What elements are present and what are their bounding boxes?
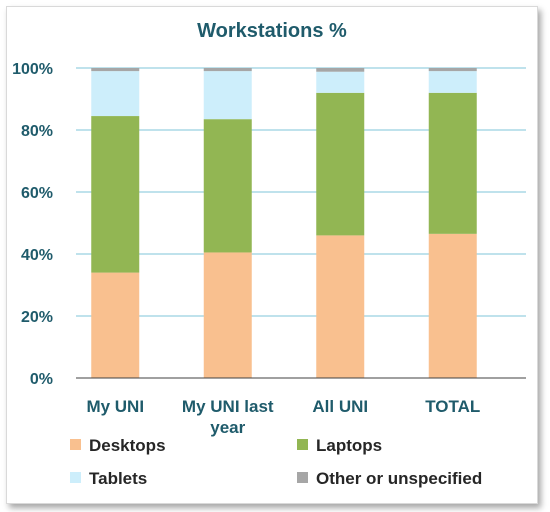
legend-swatch [70, 439, 81, 450]
bar-segment-laptops [203, 119, 252, 253]
y-tick-label: 80% [21, 123, 53, 140]
bar-segment-desktops [428, 233, 477, 378]
legend-swatch [297, 472, 308, 483]
bar-segment-laptops [91, 116, 140, 273]
bar-segment-tablets [428, 71, 477, 93]
bar-segment-tablets [316, 71, 365, 93]
y-tick-label: 20% [21, 309, 53, 326]
bar-segment-other-or-unspecified [91, 68, 140, 72]
bars [91, 68, 477, 378]
bar-segment-desktops [203, 252, 252, 378]
bar-segment-other-or-unspecified [203, 68, 252, 72]
legend-swatch [297, 439, 308, 450]
bar-segment-other-or-unspecified [316, 68, 365, 72]
bar-segment-desktops [316, 235, 365, 378]
legend-label: Laptops [316, 436, 382, 455]
legend-label: Tablets [89, 469, 147, 488]
bar-segment-laptops [428, 92, 477, 234]
category-labels: My UNI My UNI last year All UNI TOTAL [86, 397, 480, 437]
bar-segment-desktops [91, 272, 140, 378]
legend: Desktops Laptops Tablets Other or unspecifi… [70, 436, 482, 488]
bar-segment-other-or-unspecified [428, 68, 477, 72]
category-label: TOTAL [425, 397, 480, 416]
bar-segment-tablets [203, 71, 252, 120]
bar-segment-laptops [316, 92, 365, 236]
y-tick-label: 0% [30, 371, 53, 388]
legend-swatch [70, 472, 81, 483]
category-label: My UNI [86, 397, 144, 416]
legend-label: Desktops [89, 436, 166, 455]
legend-label: Other or unspecified [316, 469, 482, 488]
category-label: All UNI [312, 397, 368, 416]
bar-segment-tablets [91, 71, 140, 117]
y-axis-ticks: 0% 20% 40% 60% 80% 100% [12, 61, 53, 388]
category-label: My UNI last [182, 397, 274, 416]
y-tick-label: 60% [21, 185, 53, 202]
chart-title: Workstations % [197, 20, 347, 42]
y-tick-label: 100% [12, 61, 53, 78]
category-label: year [210, 418, 245, 437]
y-tick-label: 40% [21, 247, 53, 264]
